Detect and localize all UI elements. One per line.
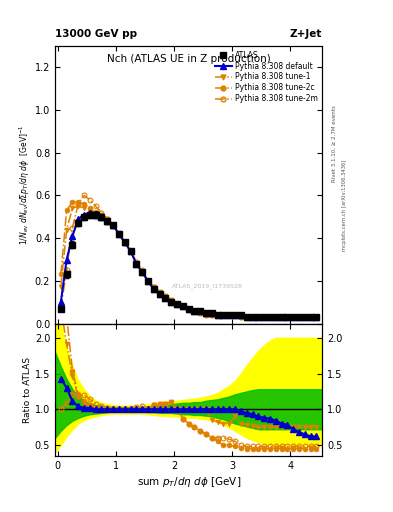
- Text: mcplots.cern.ch [arXiv:1306.3436]: mcplots.cern.ch [arXiv:1306.3436]: [342, 159, 347, 250]
- Text: Z+Jet: Z+Jet: [290, 29, 322, 39]
- Text: ATLAS_2019_I1739528: ATLAS_2019_I1739528: [172, 284, 243, 289]
- Text: Rivet 3.1.10, ≥ 2.7M events: Rivet 3.1.10, ≥ 2.7M events: [332, 105, 337, 182]
- Text: Nch (ATLAS UE in Z production): Nch (ATLAS UE in Z production): [107, 54, 270, 65]
- Y-axis label: $1/N_{ev}\ dN_{ev}/d\Sigma p_T/d\eta\ d\phi$  [GeV]$^{-1}$: $1/N_{ev}\ dN_{ev}/d\Sigma p_T/d\eta\ d\…: [18, 124, 32, 245]
- Y-axis label: Ratio to ATLAS: Ratio to ATLAS: [23, 357, 32, 422]
- Legend: ATLAS, Pythia 8.308 default, Pythia 8.308 tune-1, Pythia 8.308 tune-2c, Pythia 8: ATLAS, Pythia 8.308 default, Pythia 8.30…: [213, 48, 320, 105]
- Text: 13000 GeV pp: 13000 GeV pp: [55, 29, 137, 39]
- X-axis label: sum $p_T/d\eta\ d\phi$ [GeV]: sum $p_T/d\eta\ d\phi$ [GeV]: [136, 475, 241, 489]
